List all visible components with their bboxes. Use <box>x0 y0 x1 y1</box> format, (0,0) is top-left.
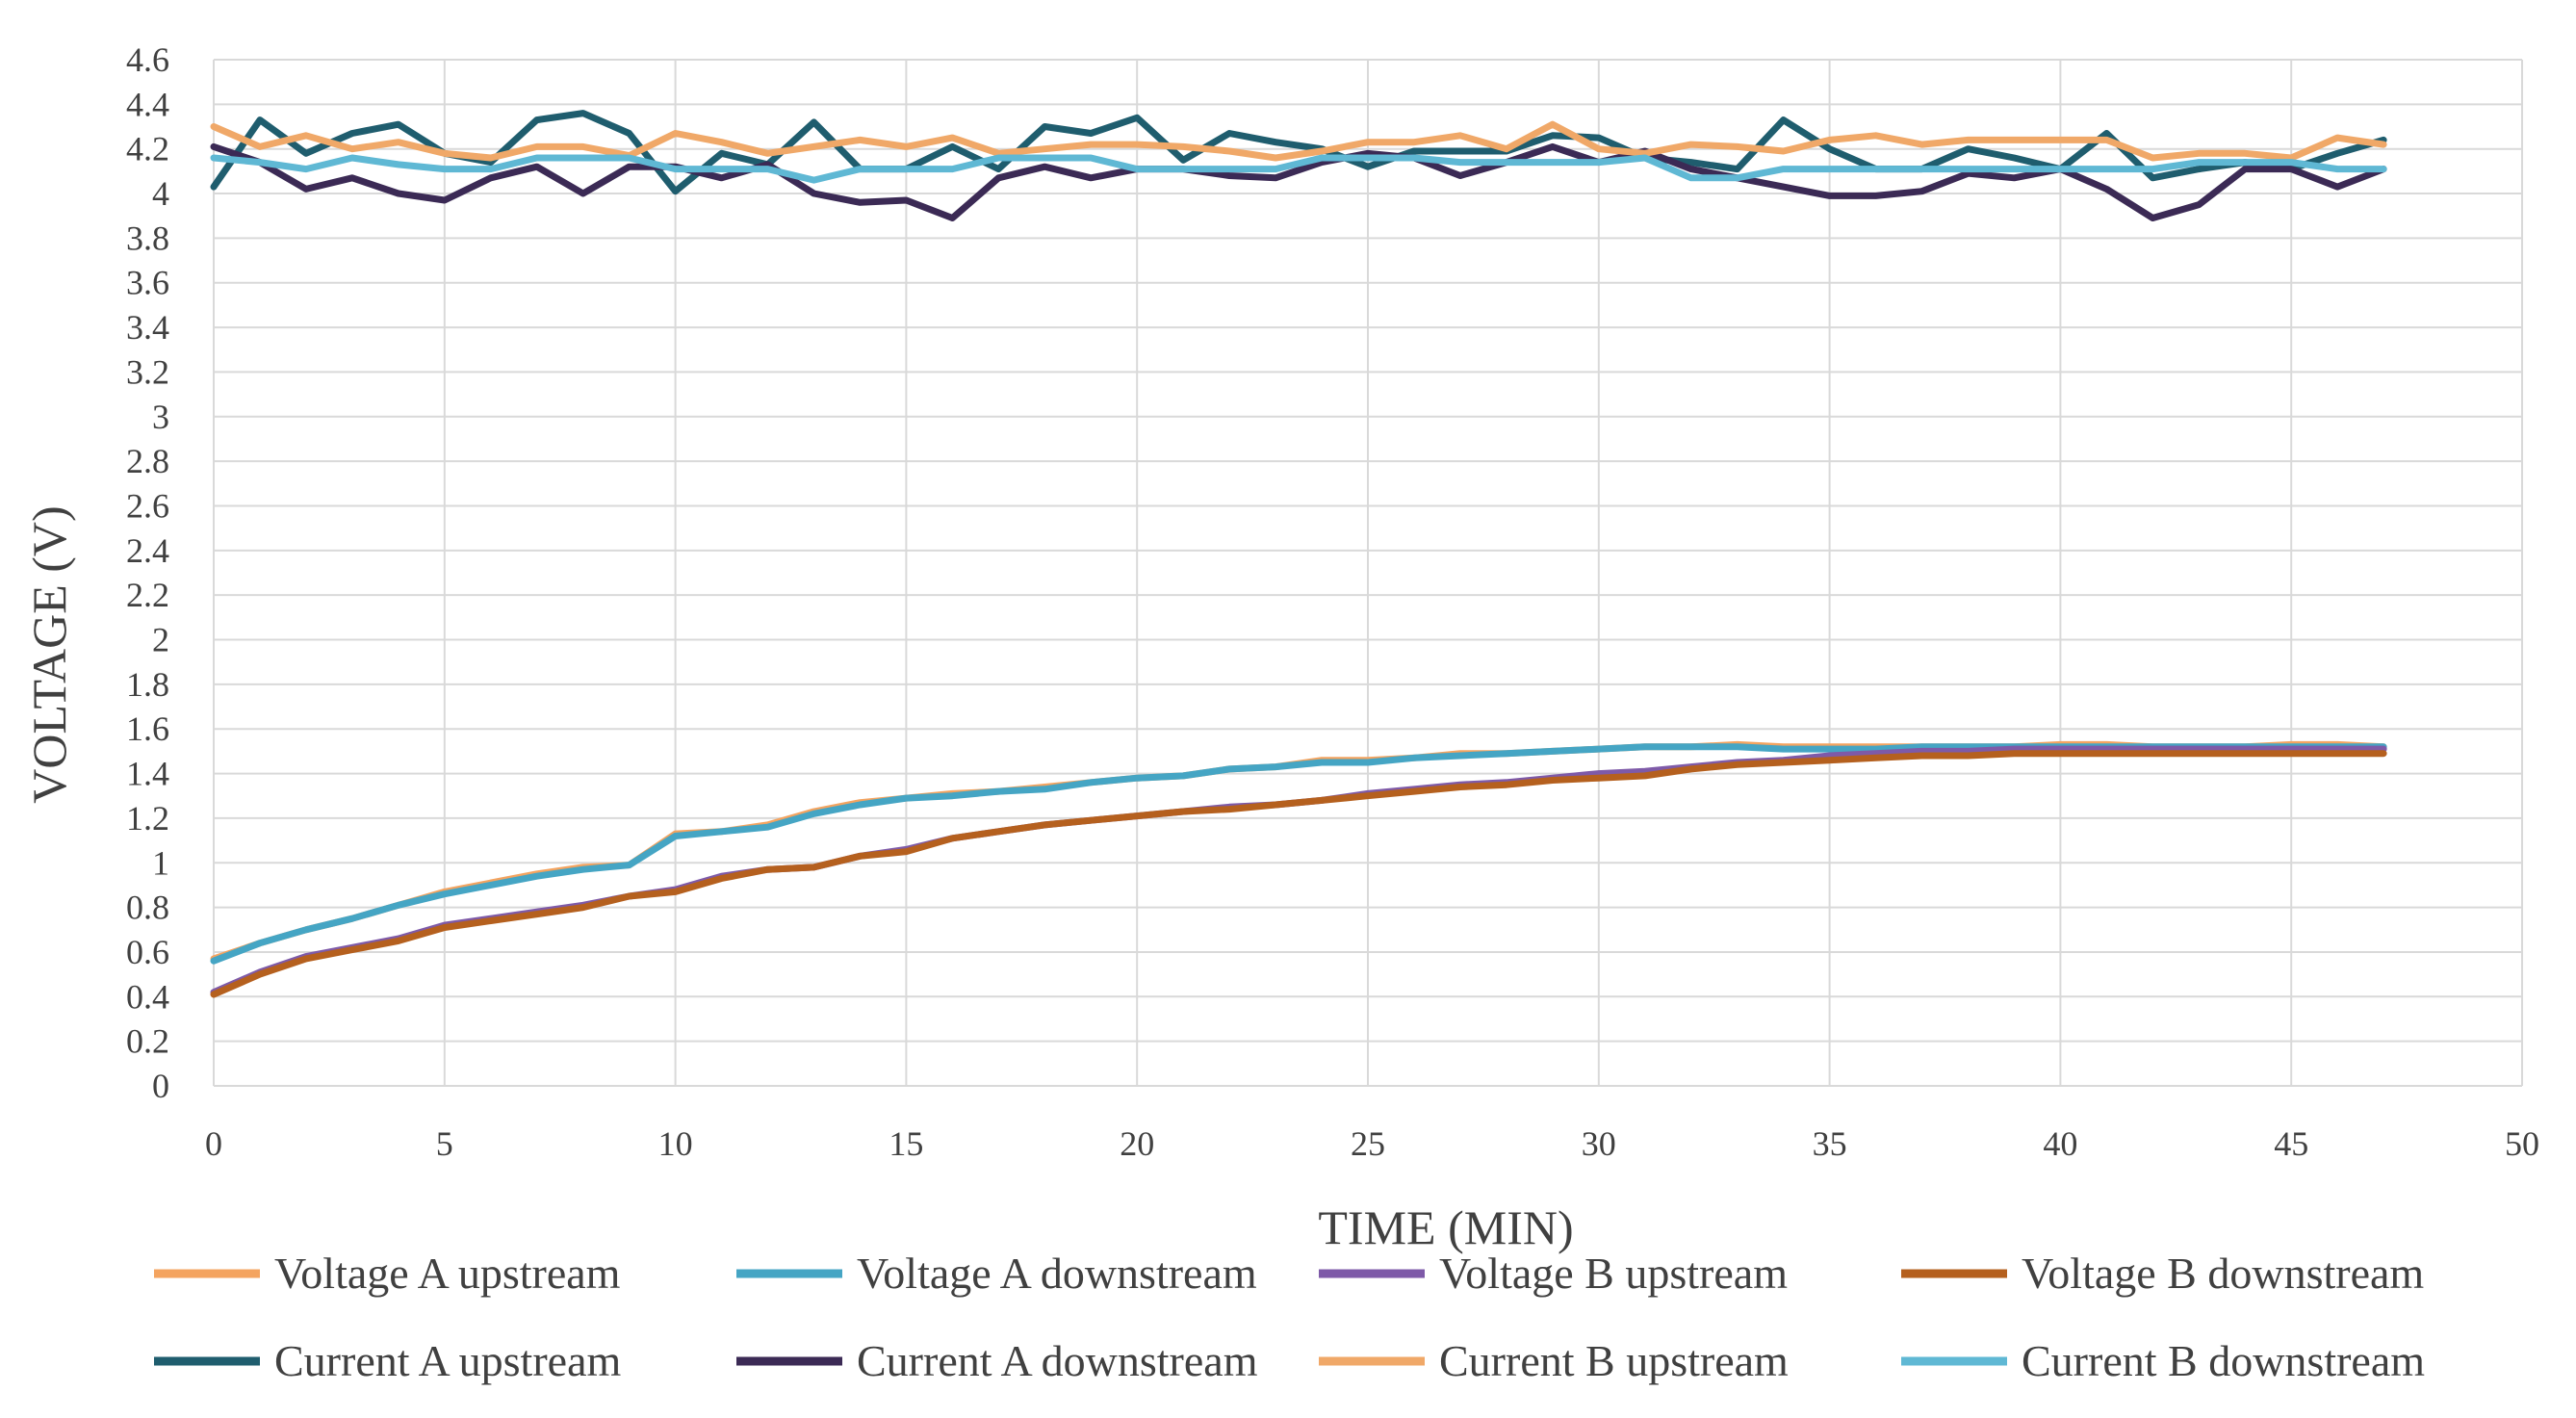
series-line-current-a-downstream <box>210 142 2387 221</box>
y-tick-label: 4.4 <box>126 85 169 123</box>
legend-label-current-a-downstream: Current A downstream <box>857 1336 1258 1385</box>
y-tick-label: 0 <box>152 1067 169 1105</box>
x-tick-label: 25 <box>1351 1124 1385 1163</box>
series-line-voltage-a-upstream <box>210 740 2387 963</box>
legend-label-current-b-upstream: Current B upstream <box>1439 1336 1789 1385</box>
x-tick-label: 35 <box>1813 1124 1847 1163</box>
series-line-current-a-upstream <box>210 110 2387 195</box>
series-line-current-b-downstream <box>210 154 2387 184</box>
y-tick-label: 0.4 <box>126 977 169 1016</box>
series-line-voltage-a-downstream <box>210 743 2387 965</box>
y-tick-label: 3.2 <box>126 352 169 391</box>
y-tick-label: 3 <box>152 398 169 436</box>
y-tick-label: 2.4 <box>126 531 169 570</box>
chart-series-lines <box>210 110 2387 998</box>
y-axis-tick-labels: 0 0.2 0.4 0.6 0.8 1 1.2 1.4 1.6 1.8 2 2.2 2.4 2.6 2.8 3… <box>126 40 169 1105</box>
y-tick-label: 0.2 <box>126 1022 169 1061</box>
y-tick-label: 1.4 <box>126 755 169 793</box>
legend-label-voltage-b-upstream: Voltage B upstream <box>1439 1249 1788 1298</box>
x-tick-label: 30 <box>1582 1124 1616 1163</box>
legend-label-voltage-a-downstream: Voltage A downstream <box>857 1249 1257 1298</box>
x-tick-label: 10 <box>658 1124 693 1163</box>
y-tick-label: 2.8 <box>126 442 169 480</box>
y-tick-label: 1.2 <box>126 799 169 838</box>
legend-label-voltage-a-upstream: Voltage A upstream <box>274 1249 621 1298</box>
y-tick-label: 4.2 <box>126 130 169 168</box>
legend-label-voltage-b-downstream: Voltage B downstream <box>2022 1249 2424 1298</box>
x-tick-label: 0 <box>205 1124 222 1163</box>
x-tick-label: 15 <box>889 1124 923 1163</box>
y-tick-label: 4 <box>152 174 169 213</box>
legend-label-current-a-upstream: Current A upstream <box>274 1336 621 1385</box>
x-tick-label: 45 <box>2274 1124 2308 1163</box>
series-line-voltage-b-downstream <box>210 750 2387 998</box>
y-tick-label: 0.8 <box>126 889 169 927</box>
y-tick-label: 1.8 <box>126 665 169 704</box>
y-tick-label: 0.6 <box>126 933 169 971</box>
chart-legend: Voltage A upstream Voltage A downstream Vo… <box>154 1249 2425 1385</box>
y-axis-title: VOLTAGE (V) <box>22 505 76 803</box>
y-tick-label: 3.6 <box>126 264 169 302</box>
series-line-current-b-upstream <box>210 120 2387 162</box>
y-tick-label: 4.6 <box>126 40 169 79</box>
x-axis-tick-labels: 0 5 10 15 20 25 30 35 40 45 50 <box>205 1124 2539 1163</box>
y-tick-label: 1.6 <box>126 709 169 748</box>
y-tick-label: 1 <box>152 843 169 882</box>
y-tick-label: 2.2 <box>126 576 169 614</box>
legend-label-current-b-downstream: Current B downstream <box>2022 1336 2425 1385</box>
x-tick-label: 40 <box>2043 1124 2077 1163</box>
y-tick-label: 2.6 <box>126 486 169 525</box>
x-axis-title: TIME (MIN) <box>1318 1200 1573 1254</box>
x-tick-label: 20 <box>1120 1124 1154 1163</box>
x-tick-label: 5 <box>436 1124 453 1163</box>
y-tick-label: 3.4 <box>126 308 169 347</box>
y-tick-label: 2 <box>152 621 169 659</box>
y-tick-label: 3.8 <box>126 219 169 257</box>
x-tick-label: 50 <box>2505 1124 2539 1163</box>
